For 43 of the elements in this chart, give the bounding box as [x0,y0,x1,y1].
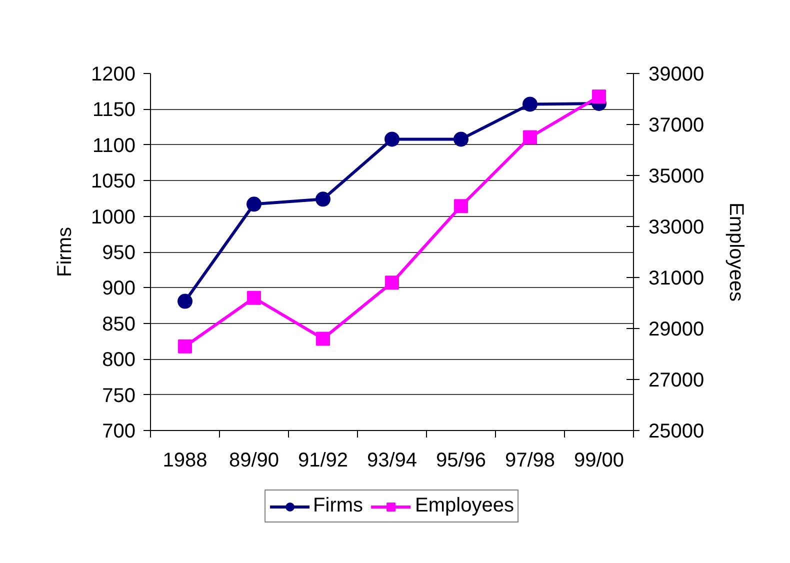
y-tick-label: 1200 [91,64,136,86]
y2-axis-title: Employees [725,202,748,302]
x-tick-label: 97/98 [504,450,556,472]
x-tick-label: 89/90 [228,450,280,472]
point [385,276,399,290]
y-tick-label: 750 [102,384,136,407]
y2-tick-label: 37000 [648,114,704,136]
point [454,132,468,147]
point [522,96,538,112]
y-tick-label: 850 [102,313,136,336]
x-tick-label: 95/96 [436,450,486,472]
y-tick-label: 1000 [91,206,136,228]
y2-tick-label: 33000 [648,216,704,238]
legend-label: Employees [415,494,514,518]
x-tick-label: 91/92 [298,450,348,472]
point [178,339,192,354]
point [247,290,261,305]
point [592,89,606,104]
y2-tick-label: 31000 [648,268,704,290]
point [316,192,330,207]
y2-tick-label: 25000 [648,420,704,442]
y2-tick-label: 35000 [648,166,704,188]
point [178,294,192,309]
y2-tick-label: 27000 [648,370,704,392]
y2-tick-label: 29000 [648,318,704,340]
y-tick-label: 1050 [91,170,136,193]
y2-tick-label: 39000 [648,64,704,86]
y-axis-title: Firms [54,227,76,277]
x-tick-label: 93/94 [366,450,418,472]
y-tick-label: 700 [102,420,136,442]
y-tick-label: 900 [102,278,136,300]
x-tick-label: 1988 [162,450,208,472]
y-tick-label: 950 [102,242,136,264]
point [246,196,262,212]
y-tick-label: 1150 [92,99,136,122]
point [384,132,400,147]
y-tick-label: 1100 [92,134,136,157]
point [454,199,468,214]
legend-label: Firms [313,494,364,518]
point [316,332,330,346]
y-tick-label: 800 [102,349,136,372]
point [523,130,537,144]
x-tick-label: 99/00 [574,450,624,472]
